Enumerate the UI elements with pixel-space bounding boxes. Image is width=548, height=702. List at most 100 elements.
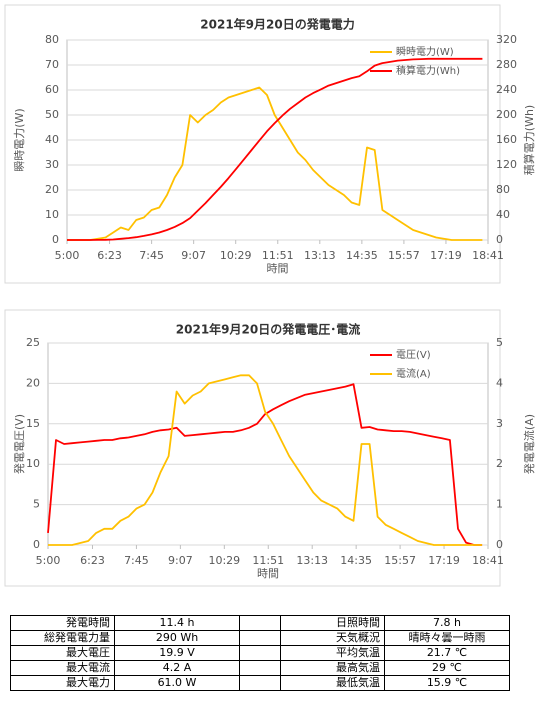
- x-axis-title: 時間: [257, 567, 279, 580]
- chart-title: 2021年9月20日の発電電力: [200, 17, 354, 32]
- x-tick-label: 17:19: [430, 249, 462, 262]
- y-tick-label: 50: [45, 108, 59, 121]
- y2-tick-label: 4: [496, 376, 503, 389]
- spacer-cell: [239, 615, 281, 631]
- table-cell: 最大電流: [10, 660, 115, 676]
- summary-table: 発電時間 11.4 h 日照時間 7.8 h 総発電電力量 290 Wh 天気概況 晴時々曇一…: [10, 615, 511, 691]
- table-body: 発電時間 11.4 h 日照時間 7.8 h 総発電電力量 290 Wh 天気概況 晴時々曇一…: [10, 615, 511, 691]
- spacer-cell: [239, 645, 281, 661]
- y2-tick-label: 120: [496, 158, 517, 171]
- y2-tick-label: 240: [496, 83, 517, 96]
- x-tick-label: 13:13: [304, 249, 336, 262]
- spacer-cell: [239, 675, 281, 691]
- series-line: [67, 57, 483, 241]
- legend-label: 電圧(V): [396, 349, 431, 361]
- table-row: 発電時間 11.4 h 日照時間 7.8 h: [10, 615, 511, 631]
- y2-tick-label: 2: [496, 457, 503, 470]
- table-cell: 最大電力: [10, 675, 115, 691]
- table-cell: 最大電圧: [10, 645, 115, 661]
- spacer-cell: [239, 630, 281, 646]
- y-tick-label: 80: [45, 33, 59, 46]
- x-tick-label: 9:07: [168, 554, 193, 567]
- y2-tick-label: 1: [496, 498, 503, 511]
- series-line: [67, 86, 483, 241]
- y-tick-label: 10: [26, 457, 40, 470]
- y2-tick-label: 200: [496, 108, 517, 121]
- y2-tick-label: 0: [496, 538, 503, 551]
- y2-tick-label: 320: [496, 33, 517, 46]
- x-tick-label: 5:00: [36, 554, 61, 567]
- table-row: 最大電流 4.2 A 最高気温 29 ℃: [10, 660, 511, 676]
- y-tick-label: 40: [45, 133, 59, 146]
- y-tick-label: 70: [45, 58, 59, 71]
- table-cell: 平均気温: [279, 645, 385, 661]
- y2-tick-label: 40: [496, 208, 510, 221]
- x-tick-label: 15:57: [388, 249, 420, 262]
- spacer-cell: [239, 660, 281, 676]
- x-tick-label: 18:41: [472, 554, 504, 567]
- table-cell: 日照時間: [279, 615, 385, 631]
- legend-label: 瞬時電力(W): [396, 45, 454, 58]
- y-tick-label: 5: [33, 498, 40, 511]
- y-tick-label: 30: [45, 158, 59, 171]
- table-cell: 7.8 h: [383, 615, 511, 631]
- y-tick-label: 20: [45, 183, 59, 196]
- y-tick-label: 25: [26, 336, 40, 349]
- y-tick-label: 20: [26, 376, 40, 389]
- chart-title: 2021年9月20日の発電電圧･電流: [176, 322, 360, 337]
- table-cell: 最高気温: [279, 660, 385, 676]
- table-cell: 19.9 V: [114, 645, 240, 661]
- x-tick-label: 14:35: [346, 249, 378, 262]
- y2-axis-title: 積算電力(Wh): [522, 105, 536, 175]
- table-cell: 発電時間: [10, 615, 115, 631]
- legend-label: 電流(A): [396, 367, 431, 380]
- y2-tick-label: 3: [496, 417, 503, 430]
- table-cell: 天気概況: [279, 630, 385, 646]
- table-cell: 29 ℃: [383, 660, 511, 676]
- series-line: [48, 374, 483, 546]
- legend-label: 積算電力(Wh): [396, 64, 460, 77]
- x-tick-label: 11:51: [262, 249, 294, 262]
- y2-tick-label: 80: [496, 183, 510, 196]
- table-row: 最大電力 61.0 W 最低気温 15.9 ℃: [10, 675, 511, 691]
- table-cell: 21.7 ℃: [383, 645, 511, 661]
- table-row: 総発電電力量 290 Wh 天気概況 晴時々曇一時雨: [10, 630, 511, 646]
- table-row: 最大電圧 19.9 V 平均気温 21.7 ℃: [10, 645, 511, 661]
- y2-tick-label: 160: [496, 133, 517, 146]
- y-tick-label: 0: [52, 233, 59, 246]
- table-cell: 61.0 W: [114, 675, 240, 691]
- table-cell: 4.2 A: [114, 660, 240, 676]
- x-tick-label: 10:29: [208, 554, 240, 567]
- y2-tick-label: 5: [496, 336, 503, 349]
- charts: 2021年9月20日の発電電力0102030405060708004080120…: [4, 4, 536, 587]
- y-axis-title: 発電電圧(V): [12, 414, 26, 474]
- chart-frame: [4, 4, 501, 284]
- series-line: [47, 383, 483, 546]
- y2-tick-label: 280: [496, 58, 517, 71]
- y-tick-label: 60: [45, 83, 59, 96]
- y2-axis-title: 発電電流(A): [522, 414, 536, 474]
- x-tick-label: 7:45: [139, 249, 164, 262]
- x-tick-label: 7:45: [124, 554, 149, 567]
- y-axis-title: 瞬時電力(W): [13, 108, 26, 171]
- x-tick-label: 5:00: [55, 249, 80, 262]
- x-tick-label: 11:51: [252, 554, 284, 567]
- table-cell: 総発電電力量: [10, 630, 115, 646]
- table-cell: 290 Wh: [114, 630, 240, 646]
- table-cell: 晴時々曇一時雨: [383, 630, 511, 646]
- x-tick-label: 13:13: [296, 554, 328, 567]
- x-axis-title: 時間: [267, 262, 289, 275]
- table-cell: 15.9 ℃: [383, 675, 511, 691]
- table-cell: 最低気温: [279, 675, 385, 691]
- y2-tick-label: 0: [496, 233, 503, 246]
- y-tick-label: 0: [33, 538, 40, 551]
- y-tick-label: 15: [26, 417, 40, 430]
- x-tick-label: 17:19: [428, 554, 460, 567]
- x-tick-label: 18:41: [472, 249, 504, 262]
- table-cell: 11.4 h: [114, 615, 240, 631]
- x-tick-label: 10:29: [220, 249, 252, 262]
- y-tick-label: 10: [45, 208, 59, 221]
- x-tick-label: 6:23: [80, 554, 105, 567]
- x-tick-label: 15:57: [384, 554, 416, 567]
